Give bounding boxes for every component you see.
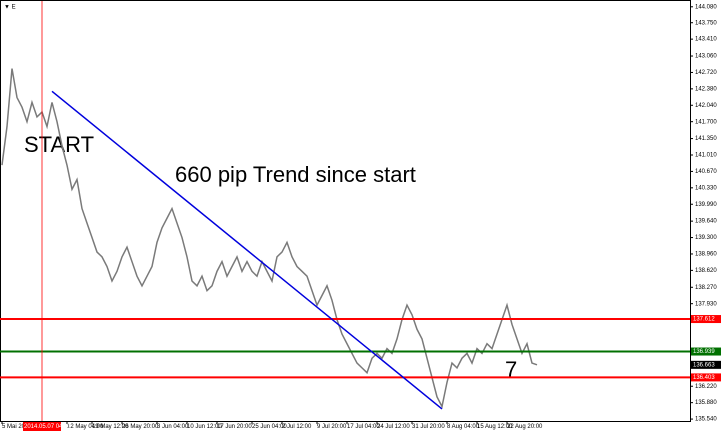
line-label: 136.403 (693, 375, 715, 381)
x-tick-label: 31 Jul 20:00 (412, 424, 445, 430)
y-tick-label: 141.700 (695, 119, 717, 125)
x-tick-label: 9 Jul 20:00 (317, 424, 347, 430)
y-tick-label: 142.040 (695, 103, 717, 109)
y-tick-label: 137.930 (695, 301, 717, 307)
x-tick-label: 19 May 12:00 (92, 424, 129, 430)
x-tick-label: 15 Aug 12:00 (477, 424, 513, 430)
y-tick-label: 140.670 (695, 169, 717, 175)
x-tick-label: 12 May 04:00 (67, 424, 104, 430)
y-tick-label: 136.220 (695, 384, 717, 390)
annotation: 7 (505, 357, 517, 382)
y-tick-label: 138.270 (695, 285, 717, 291)
y-tick-label: 139.640 (695, 219, 717, 225)
x-tick-label: 5 Mai 2014 (2, 424, 32, 430)
y-tick-label: 135.540 (695, 417, 717, 423)
y-tick-label: 139.990 (695, 202, 717, 208)
price-line (1, 68, 538, 409)
corner-label: ▼ E (4, 5, 16, 11)
y-tick-label: 138.620 (695, 268, 717, 274)
x-tick-label: 10 Jun 12:00 (187, 424, 222, 430)
line-label: 136.939 (693, 349, 715, 355)
y-tick-label: 140.330 (695, 185, 717, 191)
y-tick-label: 141.010 (695, 153, 717, 159)
annotation: START (24, 132, 94, 157)
price-label-box (691, 360, 721, 369)
y-tick-label: 142.720 (695, 70, 717, 76)
y-tick-label: 135.880 (695, 400, 717, 406)
y-tick-label: 139.300 (695, 235, 717, 241)
y-tick-label: 143.410 (695, 37, 717, 43)
plot-frame (0, 0, 691, 422)
y-tick-label: 143.750 (695, 20, 717, 26)
x-tick-label: 3 Jun 04:00 (157, 424, 189, 430)
y-tick-label: 143.060 (695, 54, 717, 60)
y-tick-label: 144.080 (695, 4, 717, 10)
y-tick-label: 141.350 (695, 136, 717, 142)
price-label: 136.663 (693, 362, 715, 368)
x-tick-label: 17 Jul 04:00 (347, 424, 380, 430)
vline-label: 2014.05.07 04:00 (24, 424, 71, 430)
x-tick-label: 25 Jun 04:00 (252, 424, 287, 430)
x-tick-label: 8 Aug 04:00 (447, 424, 480, 430)
x-tick-label: 17 Jun 20:00 (217, 424, 252, 430)
line-label: 137.612 (693, 317, 715, 323)
x-tick-label: 24 Jul 12:00 (377, 424, 410, 430)
y-tick-label: 138.960 (695, 252, 717, 258)
trend-line (51, 90, 443, 410)
line-label-box (691, 373, 721, 382)
x-tick-label: 2 Jul 12:00 (282, 424, 312, 430)
vline-label-box (23, 422, 61, 431)
line-label-box (691, 347, 721, 356)
annotation: 660 pip Trend since start (175, 162, 416, 187)
y-tick-label: 142.380 (695, 86, 717, 92)
x-tick-label: 22 Aug 20:00 (507, 424, 543, 430)
x-tick-label: 26 May 20:00 (122, 424, 159, 430)
line-label-box (691, 315, 721, 324)
